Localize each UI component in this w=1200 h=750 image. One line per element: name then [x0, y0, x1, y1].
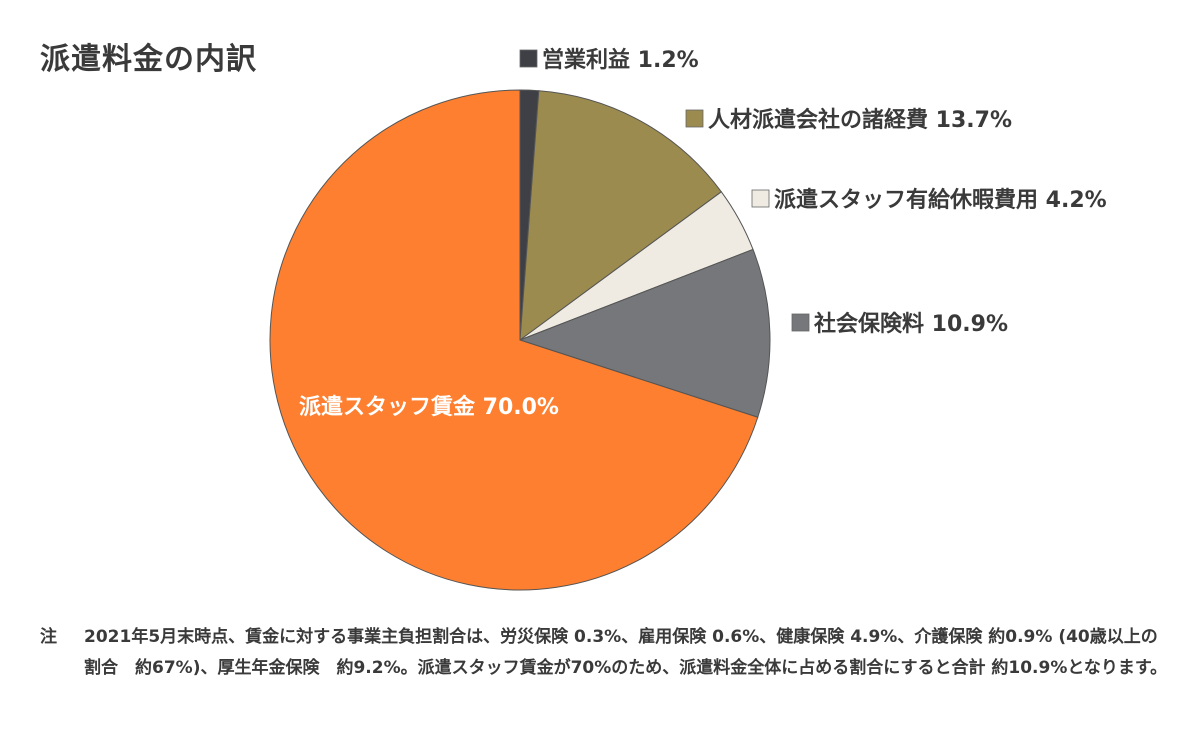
legend-swatch-1 — [519, 49, 538, 68]
legend-swatch-3 — [751, 189, 770, 208]
pie-slice-2 — [519, 90, 723, 342]
legend-entry-2: 人材派遣会社の諸経費 13.7% — [685, 107, 1012, 133]
slice-label-5: 派遣スタッフ賃金 70.0% — [299, 394, 559, 420]
chart-title: 派遣料金の内訳 — [40, 42, 257, 77]
footnote: 注 2021年5月末時点、賃金に対する事業主負担割合は、労災保険 0.3%、雇用… — [40, 622, 1170, 684]
footnote-mark: 注 — [40, 627, 57, 647]
legend-entry-4: 社会保険料 10.9% — [791, 311, 1008, 337]
legend-label-3: 派遣スタッフ有給休暇費用 4.2% — [774, 187, 1107, 213]
pie-slice-4 — [518, 248, 771, 418]
pie-slices — [269, 89, 771, 591]
legend-entry-1: 営業利益 1.2% — [519, 47, 699, 73]
legend-swatch-2 — [685, 109, 704, 128]
legend-label-4: 社会保険料 10.9% — [814, 311, 1008, 337]
legend-swatch-4 — [791, 313, 810, 332]
pie-chart: 営業利益 1.2% 人材派遣会社の諸経費 13.7% 派遣スタッフ有給休暇費用 4.… — [269, 47, 1107, 591]
legend-label-1: 営業利益 1.2% — [542, 47, 699, 73]
pie-slice-5 — [269, 89, 759, 591]
pie-labels: 営業利益 1.2% 人材派遣会社の諸経費 13.7% 派遣スタッフ有給休暇費用 4.… — [299, 47, 1107, 420]
footnote-text: 2021年5月末時点、賃金に対する事業主負担割合は、労災保険 0.3%、雇用保険… — [84, 627, 1168, 678]
legend-entry-3: 派遣スタッフ有給休暇費用 4.2% — [751, 187, 1107, 213]
legend-label-2: 人材派遣会社の諸経費 13.7% — [708, 107, 1012, 133]
